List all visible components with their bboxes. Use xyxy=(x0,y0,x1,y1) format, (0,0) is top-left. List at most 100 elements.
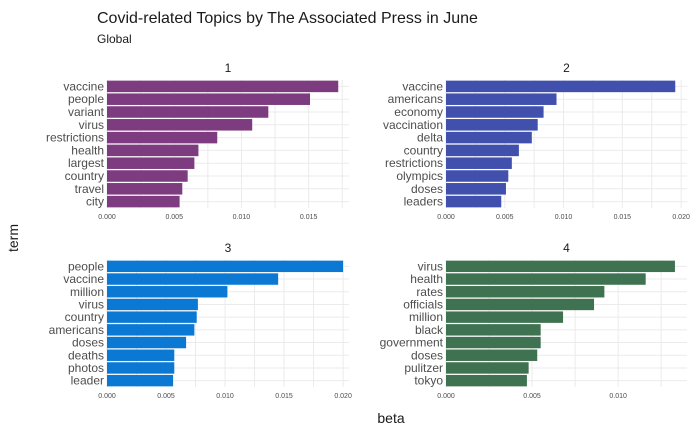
term-label: photos xyxy=(68,361,104,375)
term-label: rates xyxy=(416,285,443,299)
x-tick-label: 0.015 xyxy=(614,214,632,221)
term-label: virus xyxy=(79,297,104,311)
term-label: country xyxy=(65,310,104,324)
bar-people xyxy=(107,260,344,273)
x-tick-label: 0.020 xyxy=(672,214,690,221)
term-label: doses xyxy=(72,336,104,350)
bar-virus xyxy=(446,260,675,273)
term-label: people xyxy=(68,92,104,106)
term-label: vaccination xyxy=(383,118,443,132)
bar-deaths xyxy=(107,349,175,361)
bar-leaders xyxy=(446,195,502,208)
term-label: leader xyxy=(71,374,104,388)
chart-title: Covid-related Topics by The Associated P… xyxy=(97,10,478,27)
y-axis-label: term xyxy=(5,224,21,252)
bar-country xyxy=(107,311,197,323)
bar-people xyxy=(107,93,311,105)
bar-city xyxy=(107,195,180,208)
x-tick-label: 0.005 xyxy=(157,393,175,400)
term-label: deaths xyxy=(68,348,104,362)
bar-rates xyxy=(446,286,605,298)
facets: 10.000 0.005 0.010 0.015vaccinepeoplevarian… xyxy=(46,61,690,400)
term-label: government xyxy=(380,336,444,350)
term-label: city xyxy=(86,195,104,209)
x-tick-label: 0.020 xyxy=(334,393,352,400)
bar-officials xyxy=(446,298,595,311)
bar-black xyxy=(446,324,541,336)
x-tick-label: 0.000 xyxy=(98,393,116,400)
term-label: economy xyxy=(394,105,443,119)
term-label: virus xyxy=(79,118,104,132)
bar-virus xyxy=(107,119,253,131)
term-label: black xyxy=(415,323,444,337)
bar-largest xyxy=(107,157,195,169)
term-label: americans xyxy=(388,92,443,106)
bar-restrictions xyxy=(446,157,512,169)
term-label: tokyo xyxy=(414,374,443,388)
term-label: doses xyxy=(411,348,443,362)
x-tick-label: 0.000 xyxy=(437,214,455,221)
bar-vaccine xyxy=(446,80,676,93)
x-tick-label: 0.010 xyxy=(233,214,251,221)
bar-photos xyxy=(107,362,175,374)
x-tick-label: 0.010 xyxy=(609,393,627,400)
term-label: pulitzer xyxy=(404,361,443,375)
term-label: doses xyxy=(411,182,443,196)
bar-virus xyxy=(107,298,198,311)
term-label: million xyxy=(70,285,104,299)
bar-restrictions xyxy=(107,131,218,144)
bar-country xyxy=(446,144,519,157)
term-label: million xyxy=(409,310,443,324)
bar-delta xyxy=(446,131,532,144)
bar-olympics xyxy=(446,170,509,182)
term-label: travel xyxy=(75,182,104,196)
bar-million xyxy=(107,286,228,298)
x-tick-label: 0.015 xyxy=(300,214,318,221)
term-label: health xyxy=(71,143,104,157)
bar-vaccine xyxy=(107,273,279,285)
bar-doses xyxy=(446,183,506,195)
x-tick-label: 0.010 xyxy=(555,214,573,221)
bar-health xyxy=(107,144,199,157)
bar-tokyo xyxy=(446,374,527,387)
term-label: vaccine xyxy=(63,79,104,93)
facet-panel-3: 3 0.000 0.005 0.010 0.015 0.020 peoplevaccinem… xyxy=(49,241,352,400)
x-tick-label: 0.005 xyxy=(165,214,183,221)
chart-subtitle: Global xyxy=(97,32,132,46)
bar-leader xyxy=(107,374,174,387)
bar-americans xyxy=(446,93,557,105)
bar-country xyxy=(107,170,188,182)
term-label: olympics xyxy=(396,169,443,183)
x-tick-label: 0.005 xyxy=(523,393,541,400)
bar-variant xyxy=(107,106,269,118)
term-label: variant xyxy=(68,105,105,119)
bar-health xyxy=(446,273,646,285)
term-label: vaccine xyxy=(402,79,443,93)
bar-million xyxy=(446,311,564,323)
bar-doses xyxy=(107,336,187,349)
bar-vaccination xyxy=(446,119,538,131)
x-axis-label: beta xyxy=(377,410,404,426)
bar-americans xyxy=(107,324,195,336)
x-tick-label: 0.000 xyxy=(437,393,455,400)
facet-panel-4: 4 0.000 0.005 0.010 virushealthratesofficial… xyxy=(380,241,687,400)
term-label: restrictions xyxy=(46,131,104,145)
facet-strip-label: 1 xyxy=(225,61,232,75)
bar-doses xyxy=(446,349,538,361)
term-label: country xyxy=(404,143,443,157)
term-label: officials xyxy=(403,297,443,311)
term-label: vaccine xyxy=(63,272,104,286)
term-label: health xyxy=(410,272,443,286)
term-label: people xyxy=(68,259,104,273)
bar-travel xyxy=(107,183,183,195)
facet-strip-label: 4 xyxy=(563,241,570,255)
term-label: delta xyxy=(417,131,443,145)
x-tick-label: 0.010 xyxy=(216,393,234,400)
term-label: virus xyxy=(418,259,443,273)
x-tick-label: 0.000 xyxy=(98,214,116,221)
facet-panel-2: 2 0.000 0.005 0.010 0.015 0.020 vaccineamerica… xyxy=(383,61,690,221)
term-label: restrictions xyxy=(385,156,443,170)
facet-panel-1: 1 0.000 0.005 0.010 0.015 vaccinepeoplevarian… xyxy=(46,61,349,221)
bar-government xyxy=(446,336,541,349)
